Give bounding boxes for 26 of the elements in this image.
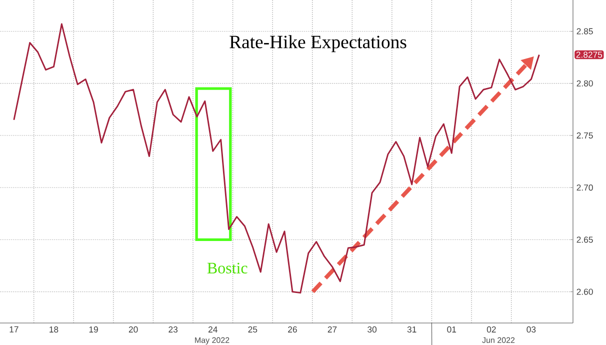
x-tick-label: 01 xyxy=(447,326,456,333)
x-tick-label: 19 xyxy=(89,326,98,333)
x-tick-label: 31 xyxy=(407,326,416,333)
x-tick-label: 20 xyxy=(128,326,138,333)
text: 2.8275 xyxy=(576,52,602,58)
line-series xyxy=(13,23,540,294)
x-tick-label: 23 xyxy=(168,326,178,333)
text: Rate-Hike Expectations xyxy=(230,35,406,52)
x-tick-label: 25 xyxy=(248,326,258,333)
text: May 2022 xyxy=(195,337,230,345)
y-tick-label: 2.60 xyxy=(576,288,593,295)
y-tick-label: 2.70 xyxy=(576,184,593,191)
x-tick-label: 03 xyxy=(526,326,536,333)
y-tick-label: 2.85 xyxy=(576,28,593,34)
x-tick-label: 24 xyxy=(208,326,218,332)
y-tick-label: 2.75 xyxy=(576,132,593,139)
x-tick-label: 30 xyxy=(368,326,377,333)
x-tick-label: 18 xyxy=(50,326,58,333)
x-tick-label: 26 xyxy=(288,326,297,333)
text: Jun 2022 xyxy=(482,337,515,343)
x-tick-label: 27 xyxy=(328,326,337,332)
y-tick-label: 2.80 xyxy=(576,80,593,86)
x-tick-label: 17 xyxy=(10,326,18,332)
y-tick-label: 2.65 xyxy=(576,236,593,243)
annotation: Bostic xyxy=(207,262,248,274)
x-tick-label: 02 xyxy=(486,326,496,333)
